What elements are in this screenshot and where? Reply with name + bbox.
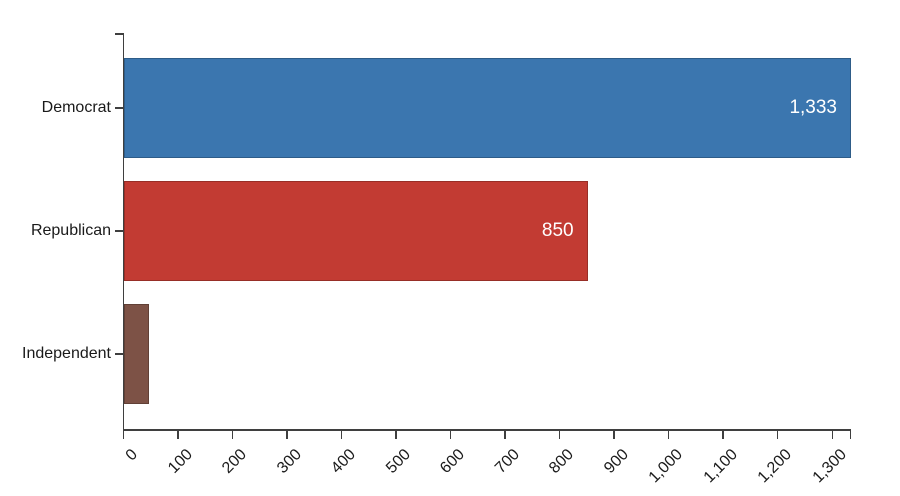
x-tick <box>340 430 343 439</box>
y-category-tick <box>114 107 123 109</box>
y-category-tick <box>114 230 123 232</box>
x-tick <box>122 430 124 439</box>
category-label-independent: Independent <box>22 345 111 362</box>
x-tick <box>286 430 288 439</box>
x-tick <box>722 430 724 439</box>
y-axis-endcap-tick <box>114 33 123 35</box>
x-tick-label: 0 <box>122 445 142 464</box>
category-label-republican: Republican <box>30 222 111 239</box>
x-tick <box>776 430 779 439</box>
y-axis-line <box>122 33 124 431</box>
bar-value-label-democrat: 1,333 <box>789 97 837 118</box>
x-tick <box>667 430 670 439</box>
x-tick <box>231 430 234 439</box>
bar-democrat <box>124 58 851 158</box>
x-tick <box>558 430 561 439</box>
x-tick <box>395 430 397 439</box>
x-tick <box>831 430 833 439</box>
category-label-democrat: Democrat <box>41 99 111 116</box>
x-tick <box>177 430 179 439</box>
y-category-tick <box>114 353 123 355</box>
bar-value-label-republican: 850 <box>541 220 574 241</box>
x-axis-endcap-tick <box>849 430 851 439</box>
x-tick <box>449 430 452 439</box>
bar-independent <box>124 304 149 404</box>
x-tick <box>613 430 615 439</box>
bar-republican <box>124 181 588 281</box>
x-tick <box>504 430 506 439</box>
x-axis-line <box>122 429 851 431</box>
